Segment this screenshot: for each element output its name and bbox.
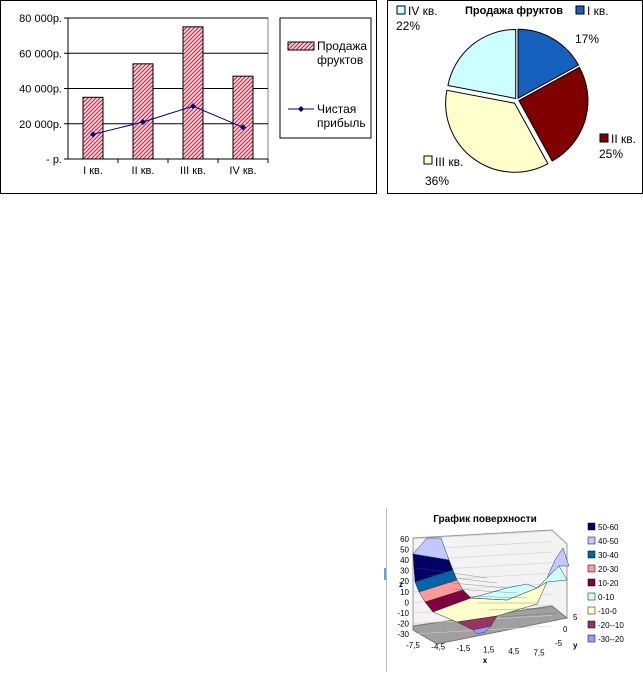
legend-swatch-sales [288, 42, 314, 50]
y-tick-label: -5 [555, 639, 563, 648]
bar-line-chart-panel: - р. 20 000р. 40 000р. 60 000р. 80 000р. I кв… [0, 0, 377, 194]
x-tick-label: I кв. [83, 165, 103, 177]
surface-chart-panel: График поверхности 60 50 40 30 20 10 0 -10 -20 -30… [386, 508, 643, 672]
surface-legend-label: -10-0 [598, 607, 617, 616]
x-tick-label: -1,5 [457, 644, 471, 653]
pie-slice-4 [448, 29, 516, 98]
surface-legend-swatch [588, 565, 595, 572]
surface-legend-label: 50-60 [598, 523, 619, 532]
z-tick-label: 0 [405, 598, 410, 607]
surface-legend-label: 40-50 [598, 537, 619, 546]
z-tick-label: -20 [397, 619, 409, 628]
pie-label-swatch [600, 134, 608, 142]
pie-chart-panel: Продажа фруктов I кв. 17% II кв. 25% III кв. 3… [387, 0, 643, 194]
surface-legend-swatch [588, 607, 595, 614]
z-axis-label: z [399, 580, 403, 589]
legend-label: Продажа [317, 39, 367, 53]
surface-legend-swatch [588, 621, 595, 628]
legend-label: фруктов [317, 53, 363, 67]
surface-chart: График поверхности6050403020100-10-20-30… [387, 508, 643, 672]
surface-legend-label: 10-20 [598, 579, 619, 588]
pie-category-label: I кв. [587, 4, 609, 18]
y-tick-label: 0 [563, 625, 568, 634]
pie-title: Продажа фруктов [465, 5, 563, 17]
pie-percent-label: 25% [599, 147, 623, 161]
y-tick-label: 40 000р. [19, 84, 62, 96]
x-tick-label: III кв. [180, 165, 206, 177]
x-tick-label: -4,5 [431, 643, 445, 652]
z-tick-label: -30 [397, 630, 409, 639]
surface-title: График поверхности [433, 513, 537, 525]
surface-legend-label: -30--20 [598, 635, 624, 644]
bar-line-chart: - р. 20 000р. 40 000р. 60 000р. 80 000р. I кв… [1, 1, 378, 195]
surface-legend-label: 20-30 [598, 565, 619, 574]
z-tick-label: 50 [400, 546, 409, 555]
pie-percent-label: 36% [425, 174, 449, 188]
bar-1 [83, 97, 103, 159]
y-tick-label: 20 000р. [19, 119, 62, 131]
z-tick-label: -10 [397, 609, 409, 618]
x-tick-label: 4,5 [508, 647, 520, 656]
surface-legend-swatch [588, 551, 595, 558]
pie-label-swatch [424, 156, 432, 164]
y-tick-label: 5 [573, 613, 578, 622]
y-tick-label: - р. [46, 154, 62, 166]
y-axis-label: y [573, 641, 578, 650]
pie-percent-label: 17% [575, 32, 599, 46]
surface-legend-swatch [588, 593, 595, 600]
pie-label-swatch [397, 6, 405, 14]
surface-legend-label: 30-40 [598, 551, 619, 560]
x-tick-label: IV кв. [229, 165, 256, 177]
z-tick-label: 10 [400, 588, 409, 597]
surface-legend-swatch [588, 537, 595, 544]
pie-label-swatch [576, 6, 584, 14]
surface-legend-label: -20--10 [598, 621, 624, 630]
bar-2 [133, 64, 153, 159]
z-tick-label: 30 [400, 567, 409, 576]
pie-percent-label: 22% [396, 19, 420, 33]
legend-label: прибыль [317, 116, 366, 130]
y-tick-label: 60 000р. [19, 48, 62, 60]
x-tick-label: II кв. [132, 165, 155, 177]
surface-legend-swatch [588, 635, 595, 642]
pie-category-label: III кв. [435, 155, 463, 169]
bar-4 [233, 76, 253, 159]
pie-category-label: IV кв. [408, 4, 438, 18]
y-tick-label: 80 000р. [19, 13, 62, 25]
surface-legend-label: 0-10 [598, 593, 615, 602]
x-tick-label: 7,5 [533, 649, 545, 658]
surface-legend-swatch [588, 523, 595, 530]
bar-3 [183, 27, 203, 159]
z-tick-label: 40 [400, 556, 409, 565]
x-tick-label: -7,5 [406, 641, 420, 650]
z-tick-label: 60 [400, 535, 409, 544]
legend-label: Чистая [317, 102, 356, 116]
surface-legend-swatch [588, 579, 595, 586]
pie-category-label: II кв. [611, 132, 636, 146]
x-tick-label: 1,5 [483, 646, 495, 655]
x-axis-label: x [483, 656, 488, 665]
pie-chart: Продажа фруктов I кв. 17% II кв.25% III кв. 3… [388, 1, 643, 195]
